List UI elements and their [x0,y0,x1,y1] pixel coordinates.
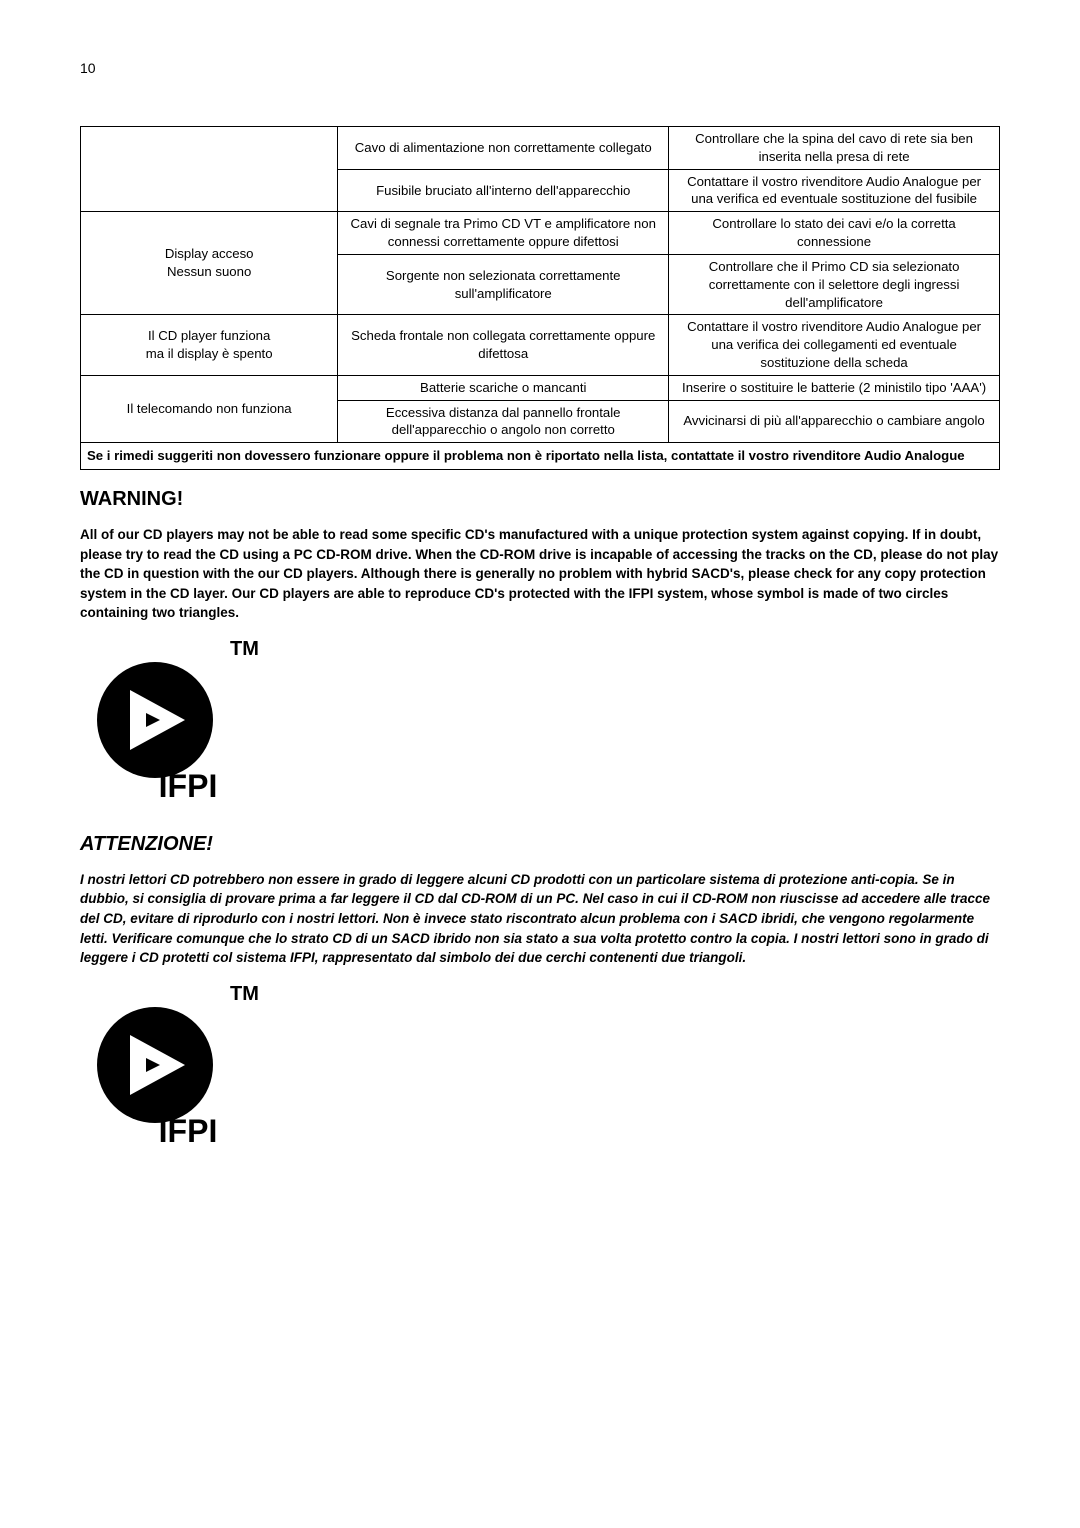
attenzione-body: I nostri lettori CD potrebbero non esser… [80,870,1000,968]
table-row: Il telecomando non funzionaBatterie scar… [81,375,1000,400]
ifpi-logo-icon: TM IFPI [80,980,260,1160]
warning-body: All of our CD players may not be able to… [80,525,1000,623]
table-cell: Fusibile bruciato all'interno dell'appar… [338,169,669,212]
warning-heading: WARNING! [80,488,1000,511]
table-row: Il CD player funzionama il display è spe… [81,315,1000,375]
attenzione-heading: ATTENZIONE! [80,833,1000,856]
table-row: Display accesoNessun suonoCavi di segnal… [81,212,1000,255]
table-row: Cavo di alimentazione non correttamente … [81,127,1000,170]
svg-text:TM: TM [230,983,259,1005]
table-cell: Display accesoNessun suono [81,212,338,315]
troubleshooting-table: Cavo di alimentazione non correttamente … [80,126,1000,470]
table-cell: Controllare lo stato dei cavi e/o la cor… [669,212,1000,255]
table-cell: Controllare che la spina del cavo di ret… [669,127,1000,170]
table-cell: Cavi di segnale tra Primo CD VT e amplif… [338,212,669,255]
svg-text:IFPI: IFPI [159,1113,218,1149]
table-cell: Eccessiva distanza dal pannello frontale… [338,400,669,443]
page-number: 10 [80,60,1000,76]
table-cell: Sorgente non selezionata correttamente s… [338,254,669,314]
table-cell: Cavo di alimentazione non correttamente … [338,127,669,170]
table-cell [81,127,338,212]
table-footer-cell: Se i rimedi suggeriti non dovessero funz… [81,443,1000,470]
table-cell: Il CD player funzionama il display è spe… [81,315,338,375]
table-cell: Controllare che il Primo CD sia selezion… [669,254,1000,314]
table-cell: Avvicinarsi di più all'apparecchio o cam… [669,400,1000,443]
svg-text:TM: TM [230,638,259,660]
table-cell: Contattare il vostro rivenditore Audio A… [669,315,1000,375]
table-cell: Contattare il vostro rivenditore Audio A… [669,169,1000,212]
table-cell: Inserire o sostituire le batterie (2 min… [669,375,1000,400]
table-cell: Il telecomando non funziona [81,375,338,442]
ifpi-logo-icon: TM IFPI [80,635,260,815]
svg-text:IFPI: IFPI [159,768,218,804]
table-cell: Scheda frontale non collegata correttame… [338,315,669,375]
table-cell: Batterie scariche o mancanti [338,375,669,400]
table-footer-row: Se i rimedi suggeriti non dovessero funz… [81,443,1000,470]
